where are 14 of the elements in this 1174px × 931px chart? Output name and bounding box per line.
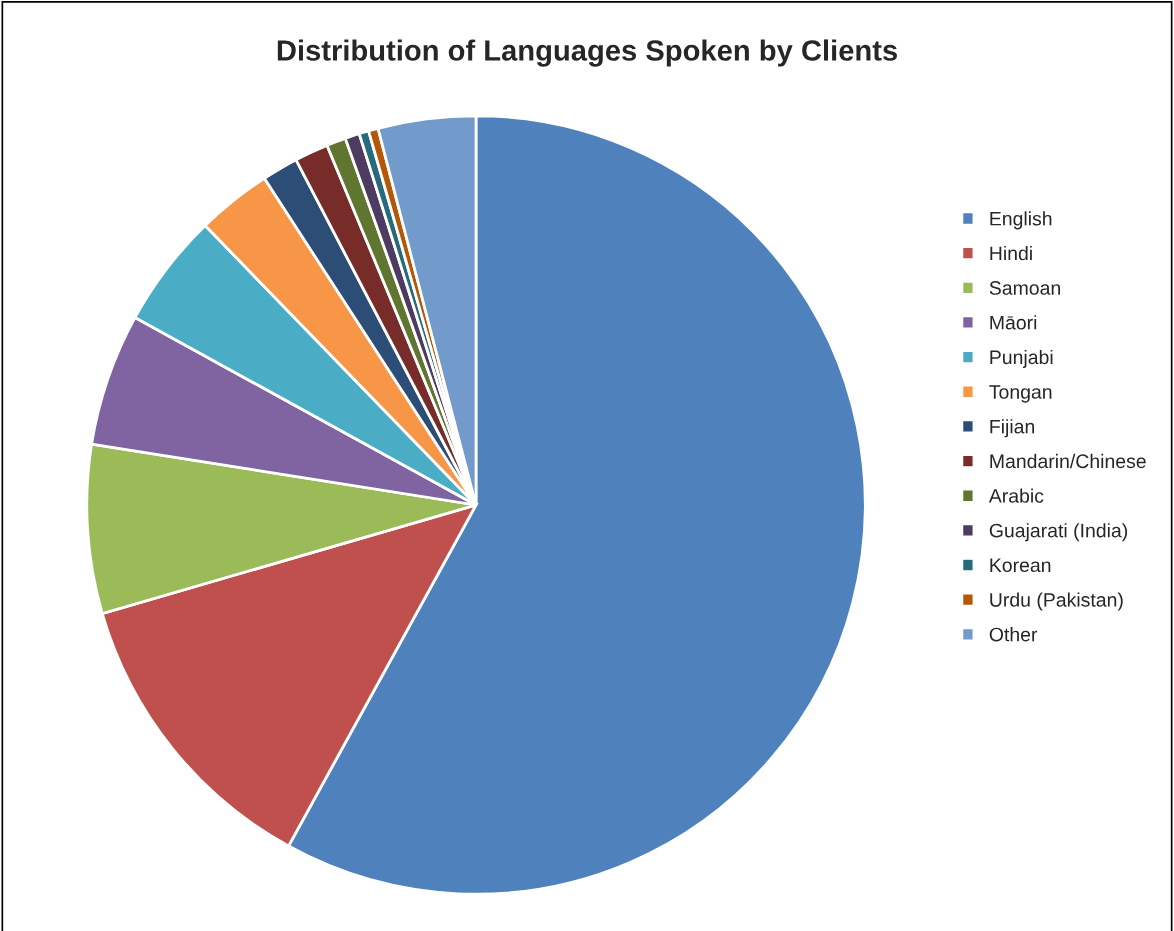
legend-label: Korean	[990, 558, 1051, 573]
legend-label: Hindi	[990, 245, 1032, 261]
legend-label: Guajarati (India)	[989, 523, 1128, 542]
legend-label: English	[990, 211, 1052, 230]
chart-title: Distribution of Languages Spoken by Clients	[277, 39, 897, 67]
legend-label: Māori	[990, 315, 1037, 330]
legend-label: Punjabi	[990, 349, 1053, 369]
legend-label: Samoan	[989, 281, 1060, 295]
legend-label: Other	[989, 627, 1038, 642]
legend-label: Arabic	[988, 488, 1044, 503]
legend-label: Fijian	[990, 419, 1035, 438]
legend-label: Urdu (Pakistan)	[990, 592, 1123, 611]
legend-label: Tongan	[989, 385, 1052, 403]
legend-label: Mandarin/Chinese	[990, 453, 1146, 469]
